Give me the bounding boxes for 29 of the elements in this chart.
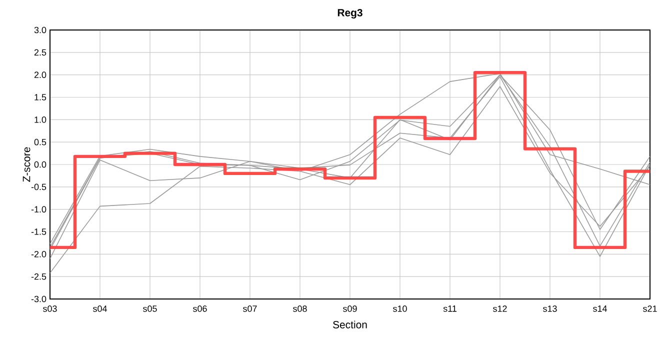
x-tick-label: s21 bbox=[643, 306, 657, 312]
y-tick-label: -3.0 bbox=[31, 296, 46, 302]
y-tick-label: 2.5 bbox=[34, 49, 46, 56]
x-tick-label: s12 bbox=[493, 306, 507, 312]
x-tick-label: s03 bbox=[43, 306, 57, 312]
y-tick-label: -1.0 bbox=[31, 206, 46, 213]
y-tick-label: 1.0 bbox=[34, 116, 46, 123]
y-tick-label: -2.0 bbox=[31, 250, 46, 258]
x-tick-label: s04 bbox=[93, 306, 107, 312]
chart-title: Reg3 bbox=[338, 8, 362, 19]
y-tick-label: -0.5 bbox=[31, 184, 46, 190]
x-tick-label: s08 bbox=[293, 306, 307, 312]
x-tick-label: s10 bbox=[393, 306, 407, 312]
x-tick-label: s14 bbox=[593, 306, 607, 312]
y-tick-label: 0.0 bbox=[34, 161, 46, 168]
x-tick-label: s13 bbox=[543, 306, 557, 312]
y-tick-label: 2.0 bbox=[34, 72, 46, 78]
y-axis-title: Z-score bbox=[22, 147, 30, 182]
y-tick-label: -2.5 bbox=[31, 273, 46, 280]
x-tick-label: s06 bbox=[193, 306, 207, 312]
x-axis-title: Section bbox=[333, 320, 367, 328]
x-tick-label: s07 bbox=[243, 306, 257, 312]
y-tick-label: 1.5 bbox=[34, 94, 46, 100]
x-tick-label: s11 bbox=[443, 306, 456, 312]
x-tick-label: s05 bbox=[143, 306, 157, 312]
y-tick-label: -1.5 bbox=[31, 228, 46, 235]
y-tick-label: 3.0 bbox=[34, 26, 46, 34]
x-tick-label: s09 bbox=[343, 306, 357, 312]
y-tick-label: 0.5 bbox=[34, 138, 46, 146]
